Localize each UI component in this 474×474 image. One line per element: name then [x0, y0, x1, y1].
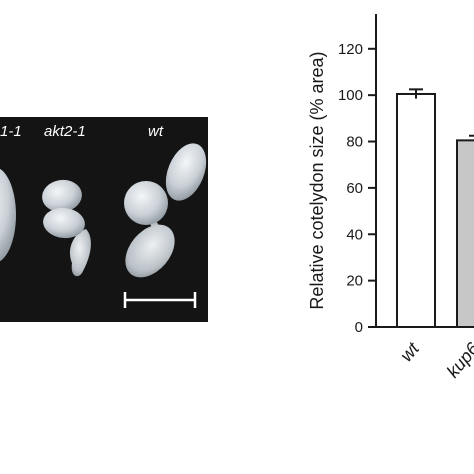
- bar-kup6: [456, 139, 474, 328]
- seedling-photo-panel: 1-1 akt2-1 wt: [0, 117, 208, 322]
- photo-label-wt: wt: [148, 123, 163, 140]
- y-tick-label: 60: [346, 180, 363, 197]
- x-tick-label-wt: wt: [396, 338, 424, 365]
- seedling-wt: [124, 143, 207, 278]
- seedling-photo: [0, 143, 207, 308]
- photo-label-left: 1-1: [0, 123, 22, 140]
- y-axis-label: Relative cotelydon size (% area): [307, 51, 327, 309]
- y-tick-label: 120: [338, 41, 363, 58]
- seedling-akt2-1: [42, 179, 91, 277]
- photo-label-akt2-1: akt2-1: [44, 123, 86, 140]
- y-tick-label: 0: [355, 319, 363, 336]
- y-tick-label: 20: [346, 273, 363, 290]
- y-tick-label: 80: [346, 134, 363, 151]
- y-tick-label: 40: [346, 226, 363, 243]
- bar-wt: [396, 92, 436, 328]
- scale-bar: [123, 292, 197, 308]
- y-tick-label: 100: [338, 87, 363, 104]
- seedling-partial-left: [0, 168, 16, 262]
- x-tick-label-kup6: kup6: [443, 338, 474, 382]
